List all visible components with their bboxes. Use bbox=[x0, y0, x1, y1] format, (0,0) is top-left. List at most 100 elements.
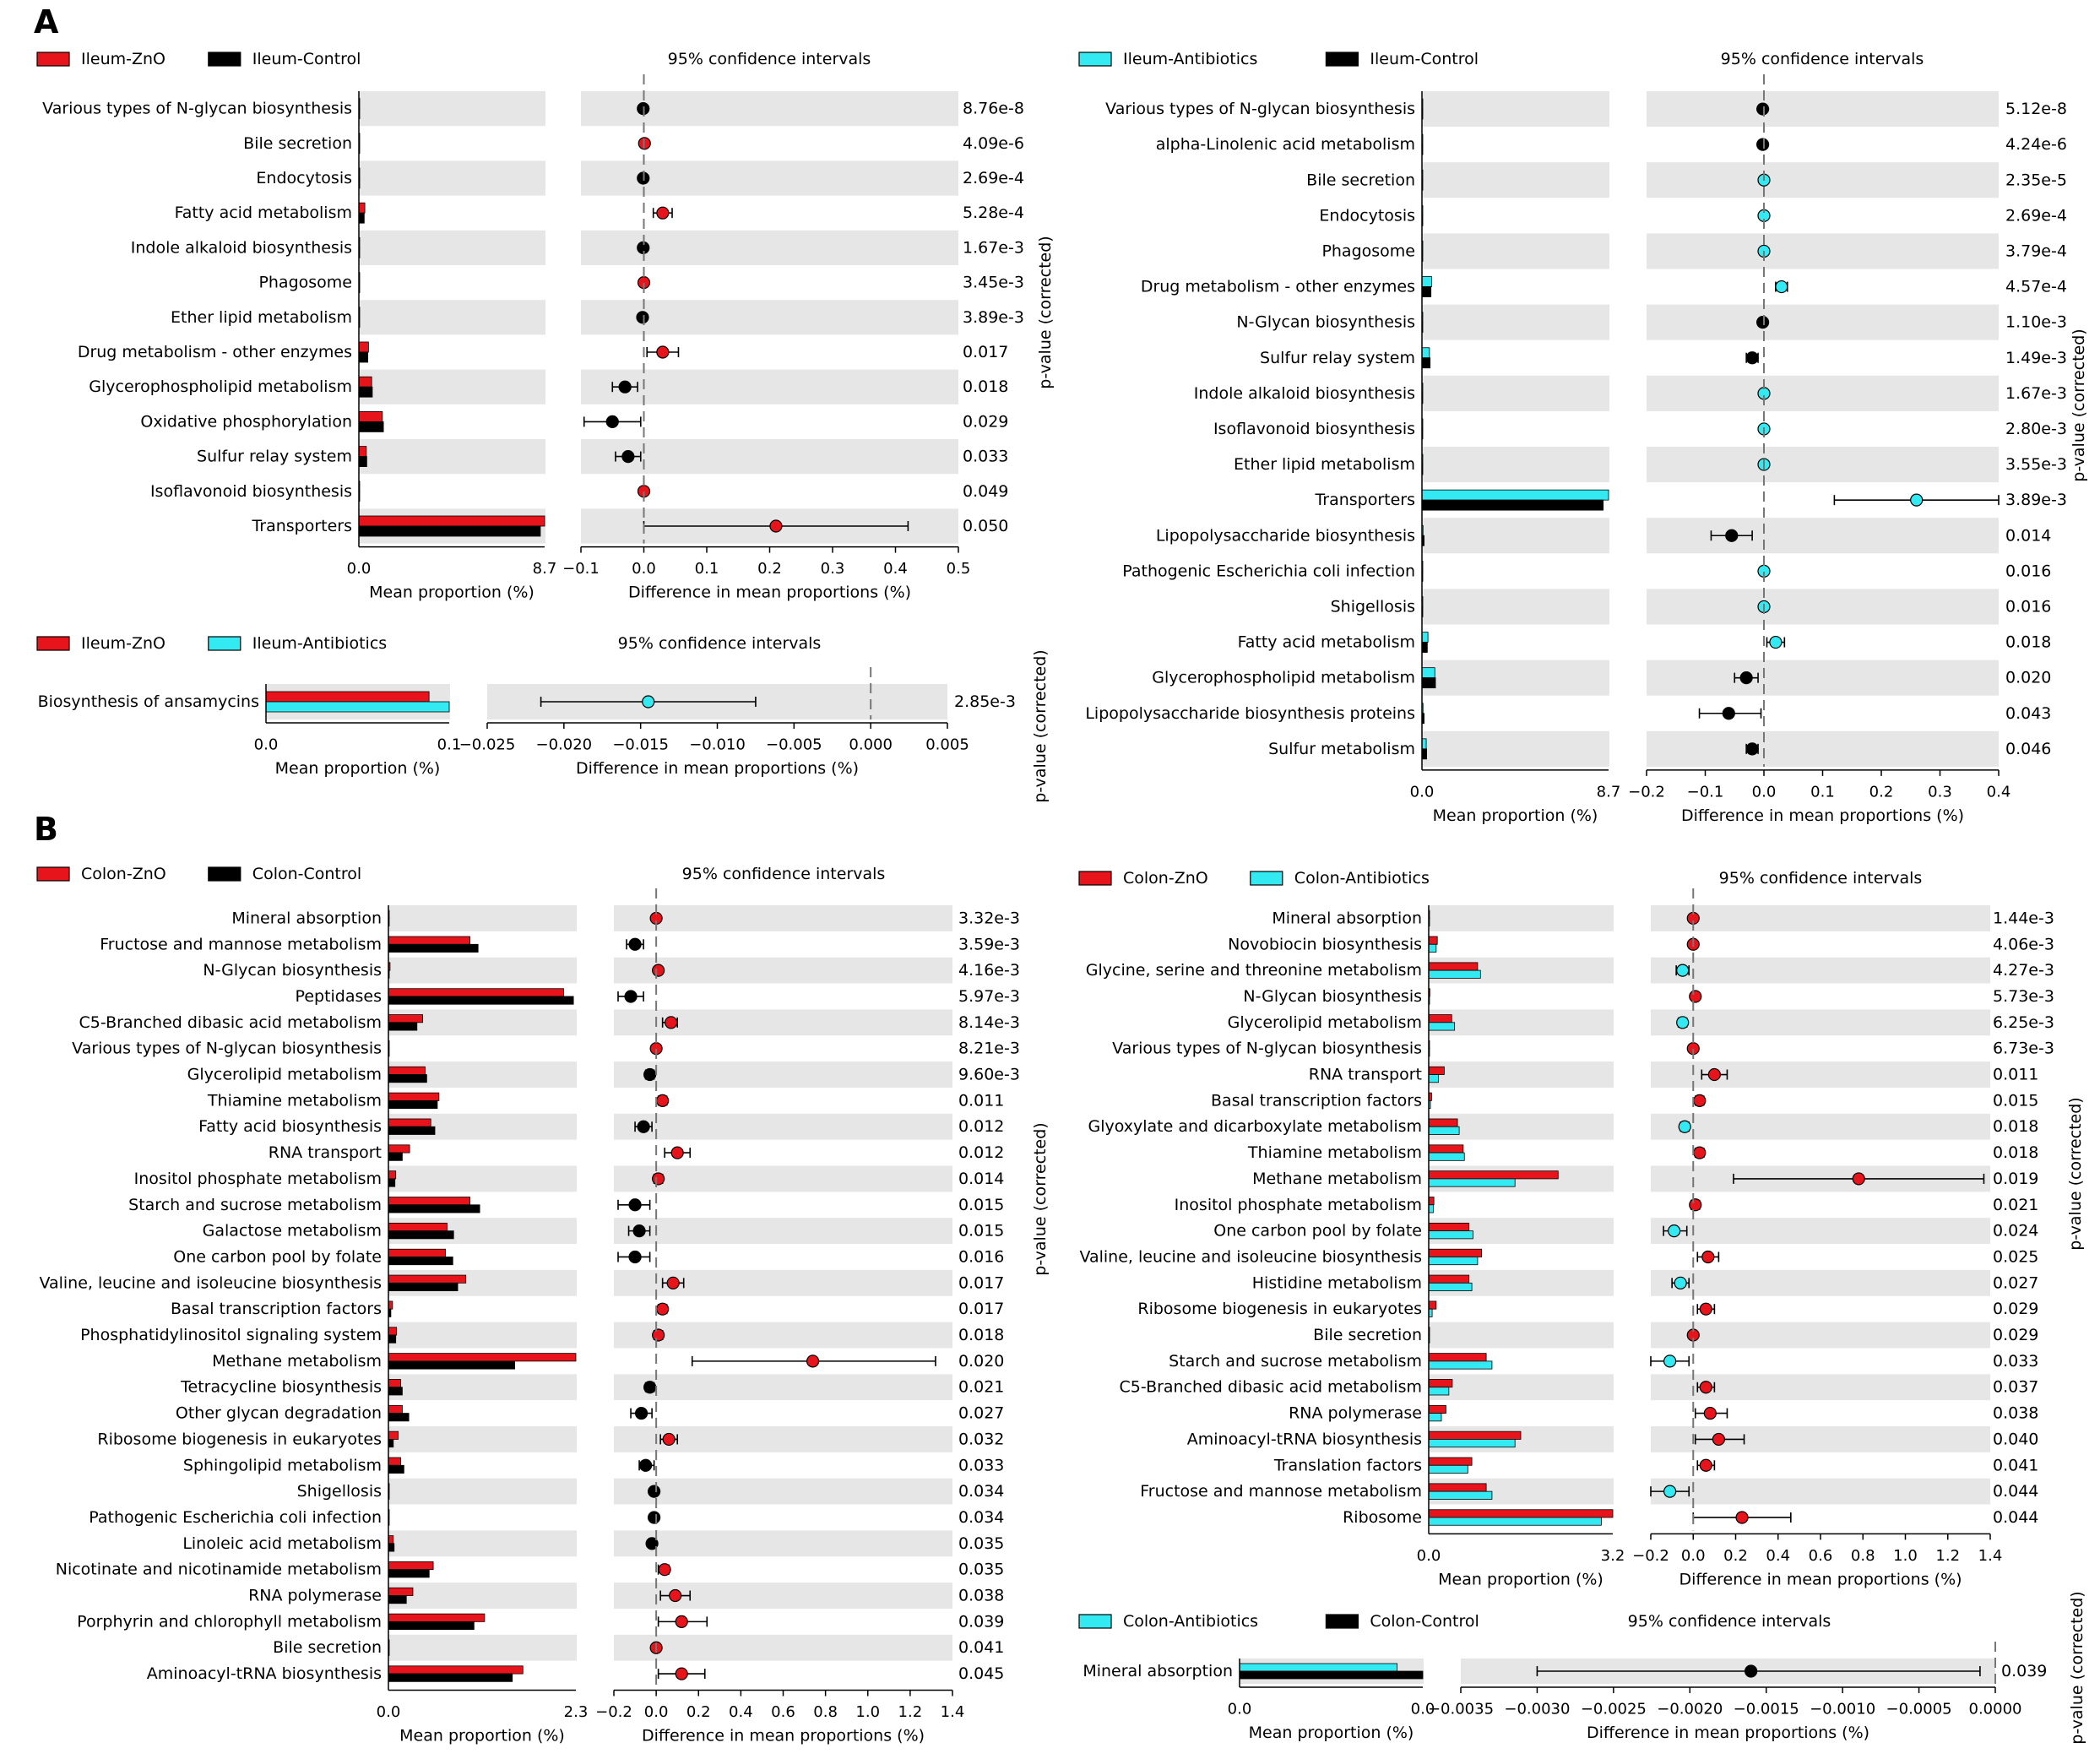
diff-point bbox=[1689, 1198, 1702, 1212]
p-value: 2.85e-3 bbox=[954, 692, 1016, 711]
legend-swatch-2 bbox=[1325, 1614, 1359, 1629]
mean-bar-2 bbox=[388, 996, 574, 1005]
mean-bar-1 bbox=[388, 1144, 410, 1154]
p-value: 0.044 bbox=[1993, 1482, 2038, 1501]
row-label: Phagosome bbox=[258, 274, 352, 292]
mean-bar-2 bbox=[388, 1204, 480, 1213]
p-value: 0.018 bbox=[2005, 633, 2051, 652]
diff-point bbox=[638, 1458, 653, 1472]
p-value: 4.57e-4 bbox=[2005, 278, 2067, 296]
mean-bar-2 bbox=[1428, 1360, 1493, 1370]
diff-tick-label: −0.0035 bbox=[1428, 1701, 1494, 1718]
row-label: Bile secretion bbox=[273, 1638, 382, 1657]
diff-point bbox=[1699, 1302, 1712, 1316]
diff-tick-label: −0.2 bbox=[1632, 1547, 1669, 1565]
diff-tick-label: −0.1 bbox=[562, 560, 600, 578]
p-value: 0.018 bbox=[958, 1326, 1004, 1344]
mean-bar-1 bbox=[1428, 1248, 1483, 1257]
row-label: Starch and sucrose metabolism bbox=[128, 1196, 382, 1214]
p-value: 0.037 bbox=[1993, 1378, 2038, 1397]
row-band-diff bbox=[614, 1530, 952, 1557]
mean-bar-1 bbox=[1428, 1379, 1453, 1388]
row-band-diff bbox=[1647, 91, 1999, 128]
p-value: 0.025 bbox=[1993, 1247, 2038, 1266]
mean-bar-1 bbox=[388, 1457, 401, 1466]
mean-bar-2 bbox=[1428, 1178, 1516, 1187]
row-band-mean bbox=[359, 230, 545, 265]
row-band-diff bbox=[1651, 1009, 1990, 1036]
mean-bar-1 bbox=[388, 1197, 470, 1206]
row-label: Fructose and mannose metabolism bbox=[100, 935, 382, 953]
diff-point bbox=[652, 1328, 665, 1342]
row-band-mean bbox=[1429, 1322, 1614, 1349]
diff-point bbox=[665, 1016, 678, 1029]
row-label: Phagosome bbox=[1321, 242, 1415, 260]
mean-tick-label: 0.0 bbox=[1411, 1701, 1435, 1718]
mean-bar-1 bbox=[1428, 1014, 1452, 1023]
mean-bar-2 bbox=[1428, 1490, 1493, 1500]
row-label: Thiamine metabolism bbox=[1247, 1143, 1422, 1162]
diff-point bbox=[621, 449, 635, 464]
row-band-mean bbox=[1422, 375, 1609, 411]
diff-point bbox=[806, 1355, 820, 1368]
p-value: 0.049 bbox=[963, 482, 1008, 501]
mean-bar-1 bbox=[358, 410, 383, 422]
diff-point bbox=[632, 1224, 646, 1238]
legend-label-1: Colon-ZnO bbox=[81, 865, 166, 883]
mean-bar-2 bbox=[1421, 499, 1604, 511]
legend-swatch-2 bbox=[1325, 52, 1359, 67]
p-axis-title: p-value (corrected) bbox=[2068, 1591, 2086, 1744]
p-value: 3.89e-3 bbox=[963, 308, 1024, 327]
p-value: 0.018 bbox=[963, 377, 1008, 396]
row-label: Valine, leucine and isoleucine biosynthe… bbox=[39, 1273, 382, 1292]
mean-bar-2 bbox=[358, 351, 369, 363]
row-band-diff bbox=[614, 1218, 952, 1245]
mean-bar-2 bbox=[1421, 748, 1427, 760]
row-band-mean bbox=[388, 1374, 577, 1401]
p-value: 0.039 bbox=[2001, 1662, 2047, 1680]
p-value: 0.027 bbox=[958, 1404, 1004, 1423]
diff-axis-title: Difference in mean proportions (%) bbox=[1679, 1570, 1962, 1588]
row-label: Endocytosis bbox=[1319, 206, 1415, 225]
row-label: Bile secretion bbox=[1306, 171, 1415, 189]
diff-tick-label: −0.2 bbox=[595, 1703, 632, 1721]
diff-tick-label: 1.0 bbox=[1893, 1547, 1918, 1565]
diff-point bbox=[662, 1432, 676, 1447]
mean-bar-1 bbox=[1421, 667, 1435, 679]
diff-point bbox=[656, 1302, 670, 1316]
row-label: Pathogenic Escherichia coli infection bbox=[1122, 562, 1415, 580]
mean-tick-label: 0.0 bbox=[347, 560, 372, 578]
row-label: Glycerophospholipid metabolism bbox=[89, 377, 352, 396]
row-band-diff bbox=[1647, 730, 1999, 767]
mean-bar-1 bbox=[1428, 1404, 1446, 1414]
row-band-diff bbox=[1647, 304, 1999, 340]
mean-tick-label: 0.0 bbox=[1417, 1547, 1441, 1565]
mean-bar-1 bbox=[388, 1535, 394, 1545]
mean-bar-2 bbox=[1428, 1282, 1473, 1291]
p-value: 6.25e-3 bbox=[1993, 1013, 2054, 1032]
mean-bar-2 bbox=[388, 1152, 403, 1161]
mean-bar-1 bbox=[388, 1014, 423, 1023]
diff-tick-label: −0.010 bbox=[689, 736, 746, 754]
mean-bar-1 bbox=[388, 1665, 524, 1675]
diff-tick-label: 0.0 bbox=[1681, 1547, 1706, 1565]
mean-bar-1 bbox=[388, 1092, 440, 1101]
diff-point bbox=[1745, 742, 1759, 756]
row-label: Inositol phosphate metabolism bbox=[134, 1170, 382, 1188]
row-label: Bile secretion bbox=[243, 134, 352, 153]
mean-bar-1 bbox=[388, 1118, 431, 1127]
row-band-diff bbox=[1651, 1269, 1990, 1296]
row-band-diff bbox=[614, 957, 952, 984]
p-value: 0.020 bbox=[958, 1352, 1004, 1371]
diff-point bbox=[670, 1146, 684, 1159]
p-value: 0.024 bbox=[1993, 1222, 2038, 1241]
mean-bar-2 bbox=[1428, 1387, 1450, 1396]
row-label: Ether lipid metabolism bbox=[1234, 455, 1415, 474]
mean-bar-1 bbox=[388, 936, 470, 945]
p-value: 0.033 bbox=[1993, 1352, 2038, 1371]
diff-tick-label: 0.0 bbox=[1752, 783, 1777, 801]
diff-tick-label: 1.0 bbox=[855, 1703, 880, 1721]
row-band-mean bbox=[359, 160, 545, 196]
p-value: 0.029 bbox=[963, 412, 1008, 431]
mean-bar-1 bbox=[1428, 1066, 1445, 1075]
